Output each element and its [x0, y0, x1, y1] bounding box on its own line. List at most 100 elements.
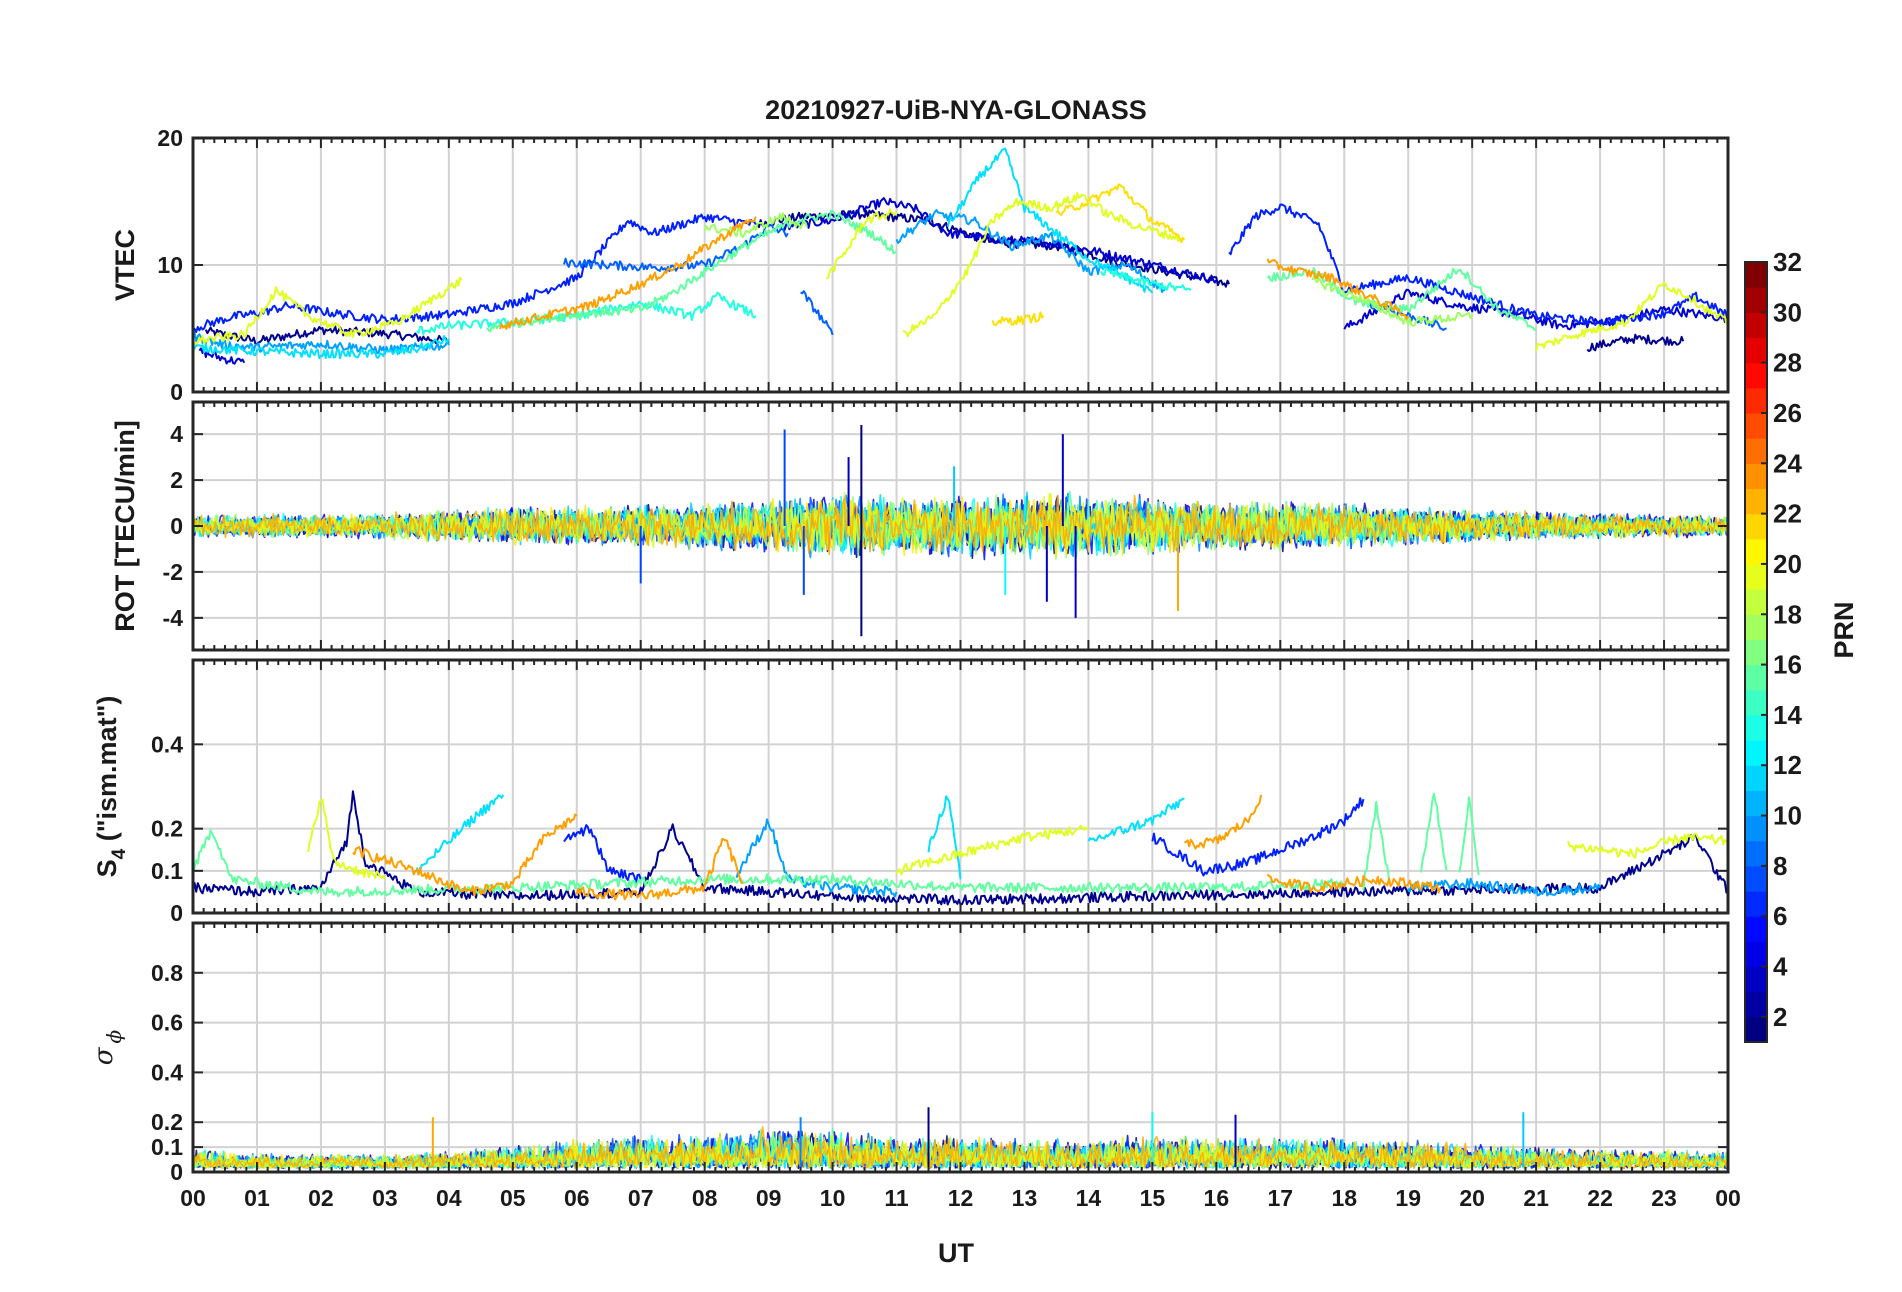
y-tick-label: 0.1 — [151, 1134, 183, 1160]
panel-rot: -4 -2 0 2 4 ROT [TECU/min] — [110, 400, 1730, 652]
colorbar-tick-label: 18 — [1773, 599, 1802, 629]
y-tick-label: 0 — [170, 513, 183, 539]
series-prn-19-seg-1 — [895, 824, 1089, 876]
series-prn-5-seg-1 — [1151, 797, 1365, 877]
y-tick-label: 0 — [170, 900, 183, 926]
y-tick-label: -4 — [163, 605, 184, 631]
series-prn-17-seg-1 — [1311, 275, 1474, 327]
colorbar-swatch — [1745, 312, 1767, 339]
panel-vtec: 0 10 20 VTEC — [110, 125, 1730, 405]
series-prn-7-seg-1 — [800, 290, 834, 336]
y-tick-label: 0 — [170, 379, 183, 405]
x-axis: 00 01 02 03 04 05 06 07 08 09 10 11 12 13 14 15 16 17 18 19… — [180, 1185, 1741, 1211]
colorbar-tick-label: 24 — [1773, 448, 1802, 478]
series-prn-3-seg-0 — [198, 347, 246, 365]
series-prn-19-seg-3 — [1535, 281, 1728, 352]
y-tick-label: 0.4 — [151, 1059, 183, 1085]
x-tick-label: 00 — [1715, 1185, 1741, 1211]
ticks-rot — [192, 402, 1729, 650]
series-prn-23-seg-1 — [1266, 258, 1410, 320]
series-prn-15-seg-1 — [1362, 800, 1390, 891]
y-tick-label: 4 — [170, 421, 183, 447]
x-tick-label: 11 — [884, 1185, 909, 1211]
colorbar-swatch — [1745, 387, 1767, 414]
colorbar-swatch — [1745, 337, 1767, 364]
noise-prn-21 — [193, 493, 1728, 559]
colorbar-tick-label: 22 — [1773, 499, 1802, 529]
series-prn-21-seg-0 — [991, 311, 1045, 327]
colorbar-swatch — [1745, 740, 1767, 766]
y-tick-label: 2 — [170, 467, 183, 493]
x-tick-label: 03 — [372, 1185, 398, 1211]
colorbar-swatch — [1745, 463, 1767, 490]
colorbar-tick-label: 8 — [1773, 851, 1787, 881]
colorbar-tick-label: 32 — [1773, 247, 1802, 277]
series-prn-11-seg-2 — [1087, 797, 1185, 842]
colorbar-tick-label: 16 — [1773, 650, 1802, 680]
noise-prn-23 — [193, 494, 1728, 555]
series-prn-23-seg-1 — [575, 837, 744, 901]
series-prn-5-seg-1 — [1228, 203, 1728, 328]
y-axis-label-vtec: VTEC — [110, 229, 140, 301]
y-tick-label: 0.2 — [151, 816, 183, 842]
colorbar-tick-label: 2 — [1773, 1002, 1787, 1032]
ticks-s4 — [192, 660, 1729, 914]
series-prn-19-seg-0 — [307, 798, 386, 880]
colorbar-swatch — [1745, 991, 1767, 1018]
y-axis-label-s4: S4 ("ism.mat") — [92, 696, 130, 878]
x-tick-label: 19 — [1395, 1185, 1421, 1211]
colorbar-swatch — [1745, 639, 1767, 666]
x-tick-label: 16 — [1204, 1185, 1230, 1211]
colorbar-swatch — [1745, 815, 1767, 842]
colorbar-tick-label: 10 — [1773, 801, 1802, 831]
colorbar-swatch — [1745, 262, 1767, 288]
series-prn-9-seg-0 — [735, 818, 898, 898]
x-tick-label: 14 — [1076, 1185, 1102, 1211]
x-tick-label: 15 — [1140, 1185, 1166, 1211]
x-tick-label: 09 — [756, 1185, 782, 1211]
colorbar-tick-label: 20 — [1773, 549, 1802, 579]
series-prn-9-seg-1 — [1407, 877, 1601, 897]
colorbar-swatch — [1745, 966, 1767, 993]
series-prn-11-seg-1 — [927, 795, 962, 880]
series-prn-11-seg-1 — [946, 147, 1154, 294]
ticks-vtec — [192, 137, 1729, 393]
colorbar-label: PRN — [1829, 601, 1859, 658]
y-tick-label: 0.4 — [151, 731, 183, 757]
x-tick-label: 07 — [628, 1185, 654, 1211]
chart-title: 20210927-UiB-NYA-GLONASS — [765, 95, 1147, 125]
colorbar-swatch — [1745, 589, 1767, 615]
y-tick-label: 20 — [157, 125, 183, 151]
x-tick-label: 23 — [1651, 1185, 1677, 1211]
x-tick-label: 17 — [1267, 1185, 1293, 1211]
colorbar-tick-label: 28 — [1773, 348, 1802, 378]
series-prn-15-seg-2 — [1420, 792, 1448, 873]
x-tick-label: 12 — [948, 1185, 974, 1211]
series-prn-3-seg-2 — [1343, 288, 1728, 331]
colorbar-swatch — [1745, 513, 1767, 540]
series-prn-23-seg-0 — [352, 813, 578, 897]
plot-area-vtec — [193, 147, 1728, 365]
y-axis-label-sigma: σϕ — [89, 1029, 126, 1065]
colorbar-tick-label: 12 — [1773, 750, 1802, 780]
y-tick-label: 0.1 — [151, 858, 183, 884]
colorbar-swatch — [1745, 891, 1767, 917]
colorbar-swatch — [1745, 287, 1767, 313]
series-prn-9-seg-1 — [895, 209, 1166, 294]
colorbar-swatch — [1745, 1016, 1767, 1043]
x-tick-label: 22 — [1587, 1185, 1613, 1211]
series-prn-19-seg-0 — [193, 276, 463, 346]
x-tick-label: 01 — [244, 1185, 270, 1211]
y-tick-label: 0.6 — [151, 1010, 183, 1036]
x-axis-label: UT — [938, 1238, 974, 1268]
x-tick-label: 08 — [692, 1185, 718, 1211]
series-prn-15-seg-0 — [193, 829, 1345, 898]
series-prn-15-seg-0 — [486, 209, 897, 333]
x-tick-label: 00 — [180, 1185, 206, 1211]
series-prn-13-seg-1 — [1100, 267, 1192, 292]
x-tick-label: 21 — [1523, 1185, 1549, 1211]
colorbar-swatch — [1745, 488, 1767, 515]
